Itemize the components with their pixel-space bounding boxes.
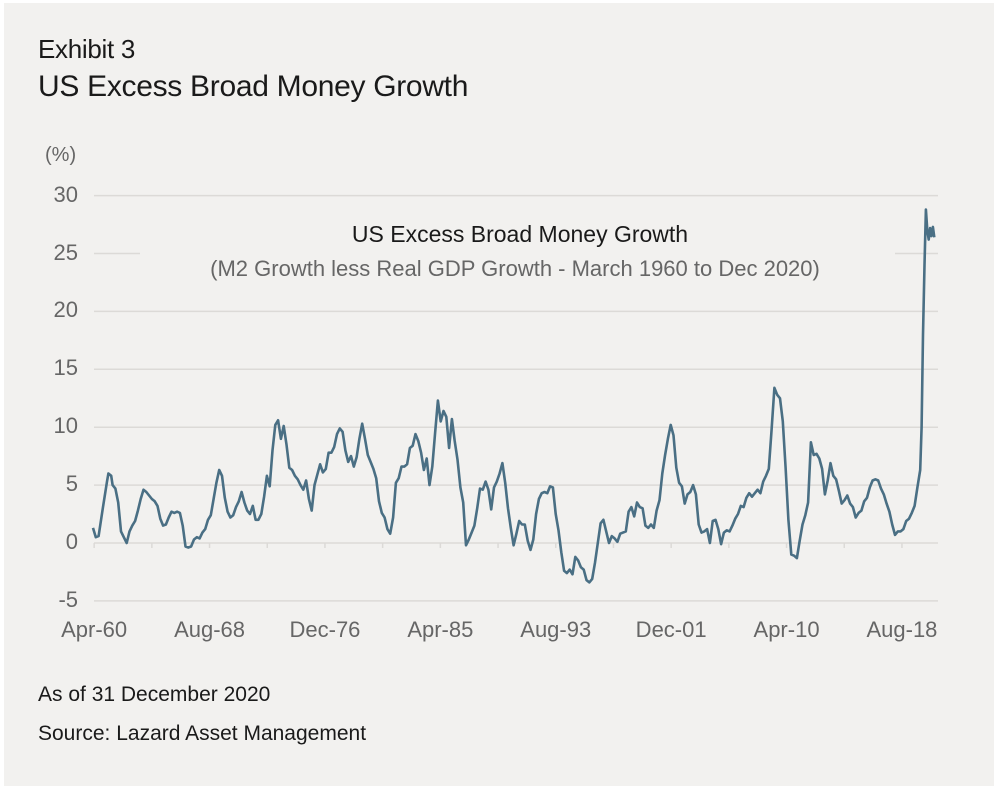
y-tick-label: 25 bbox=[53, 239, 78, 265]
source-note: Source: Lazard Asset Management bbox=[38, 722, 367, 745]
chart-inner-title: US Excess Broad Money Growth bbox=[351, 221, 689, 247]
x-tick-label: Aug-68 bbox=[174, 617, 246, 642]
y-tick-label: -5 bbox=[58, 586, 78, 612]
chart-inner-subtitle: (M2 Growth less Real GDP Growth - March … bbox=[210, 256, 820, 281]
x-tick-label: Aug-18 bbox=[866, 617, 938, 642]
chart-panel bbox=[4, 3, 994, 786]
x-tick-label: Aug-93 bbox=[520, 617, 592, 642]
as-of-date-note: As of 31 December 2020 bbox=[38, 683, 271, 706]
exhibit-label: Exhibit 3 bbox=[38, 34, 136, 64]
y-tick-label: 30 bbox=[53, 181, 78, 207]
y-axis-unit-label: (%) bbox=[45, 144, 77, 166]
y-tick-label: 20 bbox=[53, 297, 78, 323]
y-tick-label: 15 bbox=[53, 355, 78, 381]
y-tick-label: 0 bbox=[65, 529, 78, 554]
y-tick-label: 10 bbox=[53, 413, 78, 439]
x-tick-label: Apr-10 bbox=[753, 617, 820, 642]
chart-inner-title-background bbox=[140, 250, 895, 286]
y-tick-label: 5 bbox=[65, 471, 78, 497]
exhibit-title: US Excess Broad Money Growth bbox=[38, 70, 469, 103]
series-line-us-excess-broad-money-growth bbox=[91, 208, 936, 584]
x-axis-ticks bbox=[93, 543, 903, 548]
x-tick-label: Dec-01 bbox=[635, 617, 707, 642]
x-tick-label: Apr-60 bbox=[61, 617, 128, 642]
x-tick-label: Dec-76 bbox=[289, 617, 361, 642]
x-tick-label: Apr-85 bbox=[407, 617, 474, 642]
